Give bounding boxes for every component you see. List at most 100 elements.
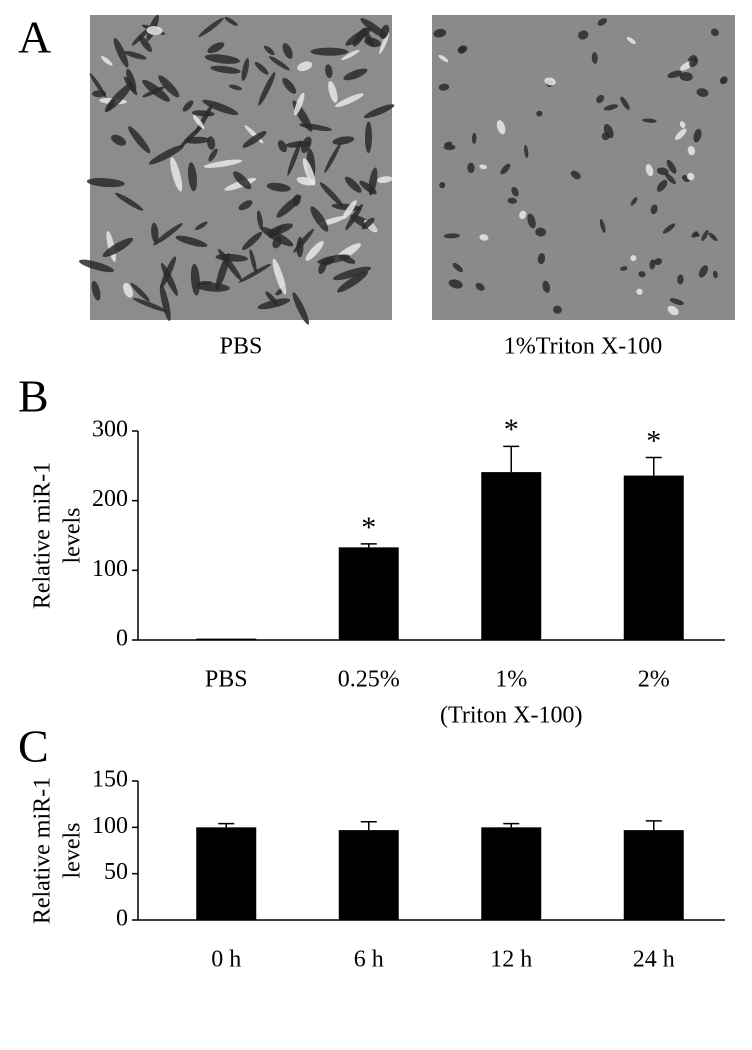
cell xyxy=(319,182,344,207)
cell xyxy=(344,176,362,193)
cell xyxy=(696,88,709,97)
cell xyxy=(78,259,114,273)
x-tick-label: 1% xyxy=(495,667,527,693)
x-tick-label: 0 h xyxy=(211,947,241,973)
cell xyxy=(687,145,696,156)
cell xyxy=(153,223,183,246)
y-tick-label: 0 xyxy=(116,626,128,652)
cell xyxy=(258,72,276,106)
cell xyxy=(542,280,551,293)
cell xyxy=(365,121,372,154)
cell xyxy=(282,43,293,59)
cell xyxy=(536,110,543,117)
y-axis-title: Relative miR-1 xyxy=(30,777,56,924)
cell xyxy=(620,96,630,110)
cell xyxy=(266,182,291,192)
cell xyxy=(158,75,180,98)
cell xyxy=(500,163,511,175)
cell xyxy=(654,258,663,266)
image-caption: 1%Triton X-100 xyxy=(504,334,662,360)
cell xyxy=(285,141,311,148)
significance-mark: * xyxy=(646,424,661,457)
cell xyxy=(310,47,349,56)
cell xyxy=(332,136,355,145)
x-tick-label: 0.25% xyxy=(338,667,400,693)
cell xyxy=(708,232,718,242)
cell xyxy=(198,17,224,37)
cell xyxy=(292,194,301,207)
y-tick-label: 300 xyxy=(92,417,128,443)
cell xyxy=(677,274,684,285)
cell xyxy=(496,120,506,135)
bar xyxy=(196,638,257,641)
significance-mark: * xyxy=(361,511,376,544)
cell xyxy=(693,128,702,143)
cell xyxy=(656,179,668,192)
cell xyxy=(124,51,147,60)
bar xyxy=(481,472,542,640)
cell xyxy=(86,178,125,188)
cell xyxy=(260,227,294,247)
cell xyxy=(341,49,360,61)
y-tick-label: 100 xyxy=(92,556,128,582)
cell xyxy=(263,45,275,56)
cell xyxy=(620,266,628,271)
cell xyxy=(698,265,708,278)
image-caption: PBS xyxy=(220,334,263,360)
cell xyxy=(218,248,243,281)
bar xyxy=(481,827,542,920)
y-tick-label: 0 xyxy=(116,906,128,932)
cell xyxy=(379,24,390,40)
cell xyxy=(182,100,194,112)
cell xyxy=(448,279,463,289)
cell xyxy=(336,271,369,293)
cell xyxy=(203,159,243,168)
cell xyxy=(210,65,241,74)
cell xyxy=(101,56,113,66)
cell xyxy=(519,210,527,220)
cell xyxy=(693,232,700,238)
cell xyxy=(719,76,728,85)
cell xyxy=(310,206,329,232)
cell xyxy=(338,254,356,264)
cell xyxy=(597,18,607,26)
panel-label: A xyxy=(18,12,51,63)
cell xyxy=(475,282,485,291)
cell xyxy=(511,186,519,197)
x-tick-label: 12 h xyxy=(490,947,532,973)
cell xyxy=(361,217,375,230)
cell xyxy=(138,35,152,52)
cell xyxy=(107,99,116,111)
y-tick-label: 100 xyxy=(92,813,128,839)
cell xyxy=(662,223,676,234)
x-tick-label: 6 h xyxy=(354,947,384,973)
bar xyxy=(623,830,684,920)
cell xyxy=(195,221,208,231)
cell xyxy=(102,237,134,258)
cell xyxy=(457,45,468,54)
cell xyxy=(710,28,719,37)
cell xyxy=(249,249,257,273)
cell xyxy=(686,172,695,181)
bar xyxy=(338,830,399,920)
cell xyxy=(328,81,338,103)
y-tick-label: 150 xyxy=(92,767,128,793)
cell xyxy=(89,73,107,98)
bar xyxy=(196,827,257,920)
cell xyxy=(630,197,638,206)
cell xyxy=(287,140,302,176)
cell xyxy=(601,132,610,141)
error-bar xyxy=(360,821,377,831)
cell xyxy=(238,200,253,211)
cell xyxy=(292,292,310,325)
cell xyxy=(570,170,581,180)
cell xyxy=(297,61,313,72)
cell xyxy=(183,136,210,144)
cell xyxy=(467,162,475,174)
cell xyxy=(131,27,151,46)
cell xyxy=(202,99,239,116)
cell xyxy=(241,231,263,251)
x-annotation: (Triton X-100) xyxy=(440,703,582,729)
cell xyxy=(667,305,679,316)
cell xyxy=(701,229,709,242)
